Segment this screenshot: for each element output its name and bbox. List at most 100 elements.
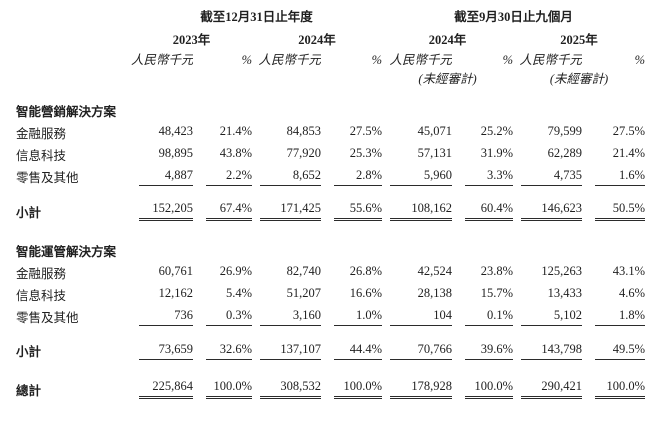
amount-cell: 736 — [139, 305, 193, 326]
percent-cell: 100.0% — [334, 376, 383, 399]
financial-table-page: 截至12月31日止年度 截至9月30日止九個月 2023年 2024年 2024… — [16, 6, 646, 399]
row-label: 信息科技 — [16, 149, 67, 163]
amount-cell: 84,853 — [286, 124, 321, 138]
percent-cell: 1.8% — [595, 305, 646, 326]
unit-header-row: 人民幣千元 % 人民幣千元 % 人民幣千元 % 人民幣千元 % — [16, 48, 645, 68]
total-label: 總計 — [16, 384, 42, 398]
percent-cell: 49.5% — [595, 339, 646, 360]
percent-cell: 27.5% — [349, 124, 383, 138]
year-header-2023: 2023年 — [172, 33, 211, 47]
table-row: 信息科技 12,162 5.4% 51,207 16.6% 28,138 15.… — [16, 282, 645, 304]
total-row: 總計 225,864 100.0% 308,532 100.0% 178,928… — [16, 376, 646, 399]
percent-cell: 60.4% — [465, 198, 514, 221]
amount-cell: 5,960 — [390, 165, 453, 186]
amount-cell: 4,887 — [139, 165, 193, 186]
year-header-2024: 2024年 — [298, 33, 336, 47]
amount-cell: 42,524 — [417, 264, 453, 278]
percent-cell: 21.4% — [219, 124, 252, 138]
percent-label: % — [502, 53, 514, 67]
percent-cell: 26.8% — [349, 264, 383, 278]
section-title-row: 智能營銷解決方案 — [16, 87, 645, 120]
row-label: 零售及其他 — [16, 171, 79, 185]
unaudited-label: (未經審計) — [418, 72, 477, 86]
unaudited-label: (未經審計) — [549, 72, 609, 86]
percent-label: % — [371, 53, 383, 67]
amount-cell: 152,205 — [139, 198, 193, 221]
percent-cell: 32.6% — [206, 339, 252, 360]
percent-cell: 26.9% — [219, 264, 252, 278]
row-label: 金融服務 — [16, 127, 67, 141]
subtotal-label: 小計 — [16, 345, 42, 359]
percent-cell: 2.2% — [206, 165, 252, 186]
percent-label: % — [241, 53, 252, 67]
amount-cell: 62,289 — [547, 146, 583, 160]
percent-label: % — [634, 53, 646, 67]
section-title: 智能運管解決方案 — [16, 245, 117, 259]
percent-cell: 3.3% — [465, 165, 514, 186]
subtotal-row: 小計 73,659 32.6% 137,107 44.4% 70,766 39.… — [16, 338, 646, 360]
unaudited-row: (未經審計) (未經審計) — [16, 68, 645, 87]
percent-cell: 27.5% — [612, 124, 646, 138]
period-header-row: 截至12月31日止年度 截至9月30日止九個月 — [16, 6, 645, 25]
amount-cell: 57,131 — [417, 146, 453, 160]
percent-cell: 0.1% — [465, 305, 514, 326]
unit-label: 人民幣千元 — [389, 53, 453, 67]
segment-revenue-table: 截至12月31日止年度 截至9月30日止九個月 2023年 2024年 2024… — [16, 6, 646, 399]
amount-cell: 146,623 — [521, 198, 583, 221]
percent-cell: 1.0% — [334, 305, 383, 326]
percent-cell: 16.6% — [349, 286, 383, 300]
table-row: 金融服務 60,761 26.9% 82,740 26.8% 42,524 23… — [16, 260, 645, 282]
amount-cell: 73,659 — [139, 339, 193, 360]
year-header-row: 2023年 2024年 2024年 2025年 — [16, 25, 645, 48]
amount-cell: 51,207 — [286, 286, 321, 300]
amount-cell: 70,766 — [390, 339, 453, 360]
amount-cell: 125,263 — [541, 264, 583, 278]
percent-cell: 25.2% — [480, 124, 514, 138]
percent-cell: 21.4% — [612, 146, 646, 160]
subtotal-row: 小計 152,205 67.4% 171,425 55.6% 108,162 6… — [16, 198, 646, 221]
amount-cell: 104 — [390, 305, 453, 326]
amount-cell: 308,532 — [260, 376, 321, 399]
table-row: 零售及其他 4,887 2.2% 8,652 2.8% 5,960 3.3% 4… — [16, 164, 646, 186]
percent-cell: 44.4% — [334, 339, 383, 360]
percent-cell: 100.0% — [465, 376, 514, 399]
amount-cell: 108,162 — [390, 198, 453, 221]
period-header-nine-months: 截至9月30日止九個月 — [454, 10, 573, 24]
percent-cell: 25.3% — [349, 146, 383, 160]
amount-cell: 60,761 — [158, 264, 193, 278]
percent-cell: 2.8% — [334, 165, 383, 186]
amount-cell: 4,735 — [521, 165, 583, 186]
unit-label: 人民幣千元 — [519, 53, 583, 67]
percent-cell: 100.0% — [206, 376, 252, 399]
amount-cell: 98,895 — [158, 146, 193, 160]
amount-cell: 8,652 — [260, 165, 321, 186]
amount-cell: 3,160 — [260, 305, 321, 326]
year-header-2024-9m: 2024年 — [428, 33, 467, 47]
percent-cell: 50.5% — [595, 198, 646, 221]
percent-cell: 1.6% — [595, 165, 646, 186]
percent-cell: 67.4% — [206, 198, 252, 221]
percent-cell: 43.1% — [612, 264, 646, 278]
percent-cell: 5.4% — [225, 286, 252, 300]
year-header-2025-9m: 2025年 — [560, 33, 598, 47]
percent-cell: 0.3% — [206, 305, 252, 326]
amount-cell: 178,928 — [390, 376, 453, 399]
row-label: 金融服務 — [16, 267, 67, 281]
table-row: 信息科技 98,895 43.8% 77,920 25.3% 57,131 31… — [16, 142, 645, 164]
percent-cell: 55.6% — [334, 198, 383, 221]
amount-cell: 82,740 — [286, 264, 321, 278]
period-header-annual: 截至12月31日止年度 — [200, 10, 313, 24]
row-label: 零售及其他 — [16, 311, 79, 325]
percent-cell: 100.0% — [595, 376, 646, 399]
amount-cell: 171,425 — [260, 198, 321, 221]
amount-cell: 79,599 — [547, 124, 583, 138]
amount-cell: 225,864 — [139, 376, 193, 399]
amount-cell: 48,423 — [158, 124, 193, 138]
amount-cell: 137,107 — [260, 339, 321, 360]
percent-cell: 39.6% — [465, 339, 514, 360]
unit-label: 人民幣千元 — [131, 53, 193, 67]
amount-cell: 5,102 — [521, 305, 583, 326]
subtotal-label: 小計 — [16, 206, 42, 220]
unit-label: 人民幣千元 — [258, 53, 321, 67]
amount-cell: 143,798 — [521, 339, 583, 360]
